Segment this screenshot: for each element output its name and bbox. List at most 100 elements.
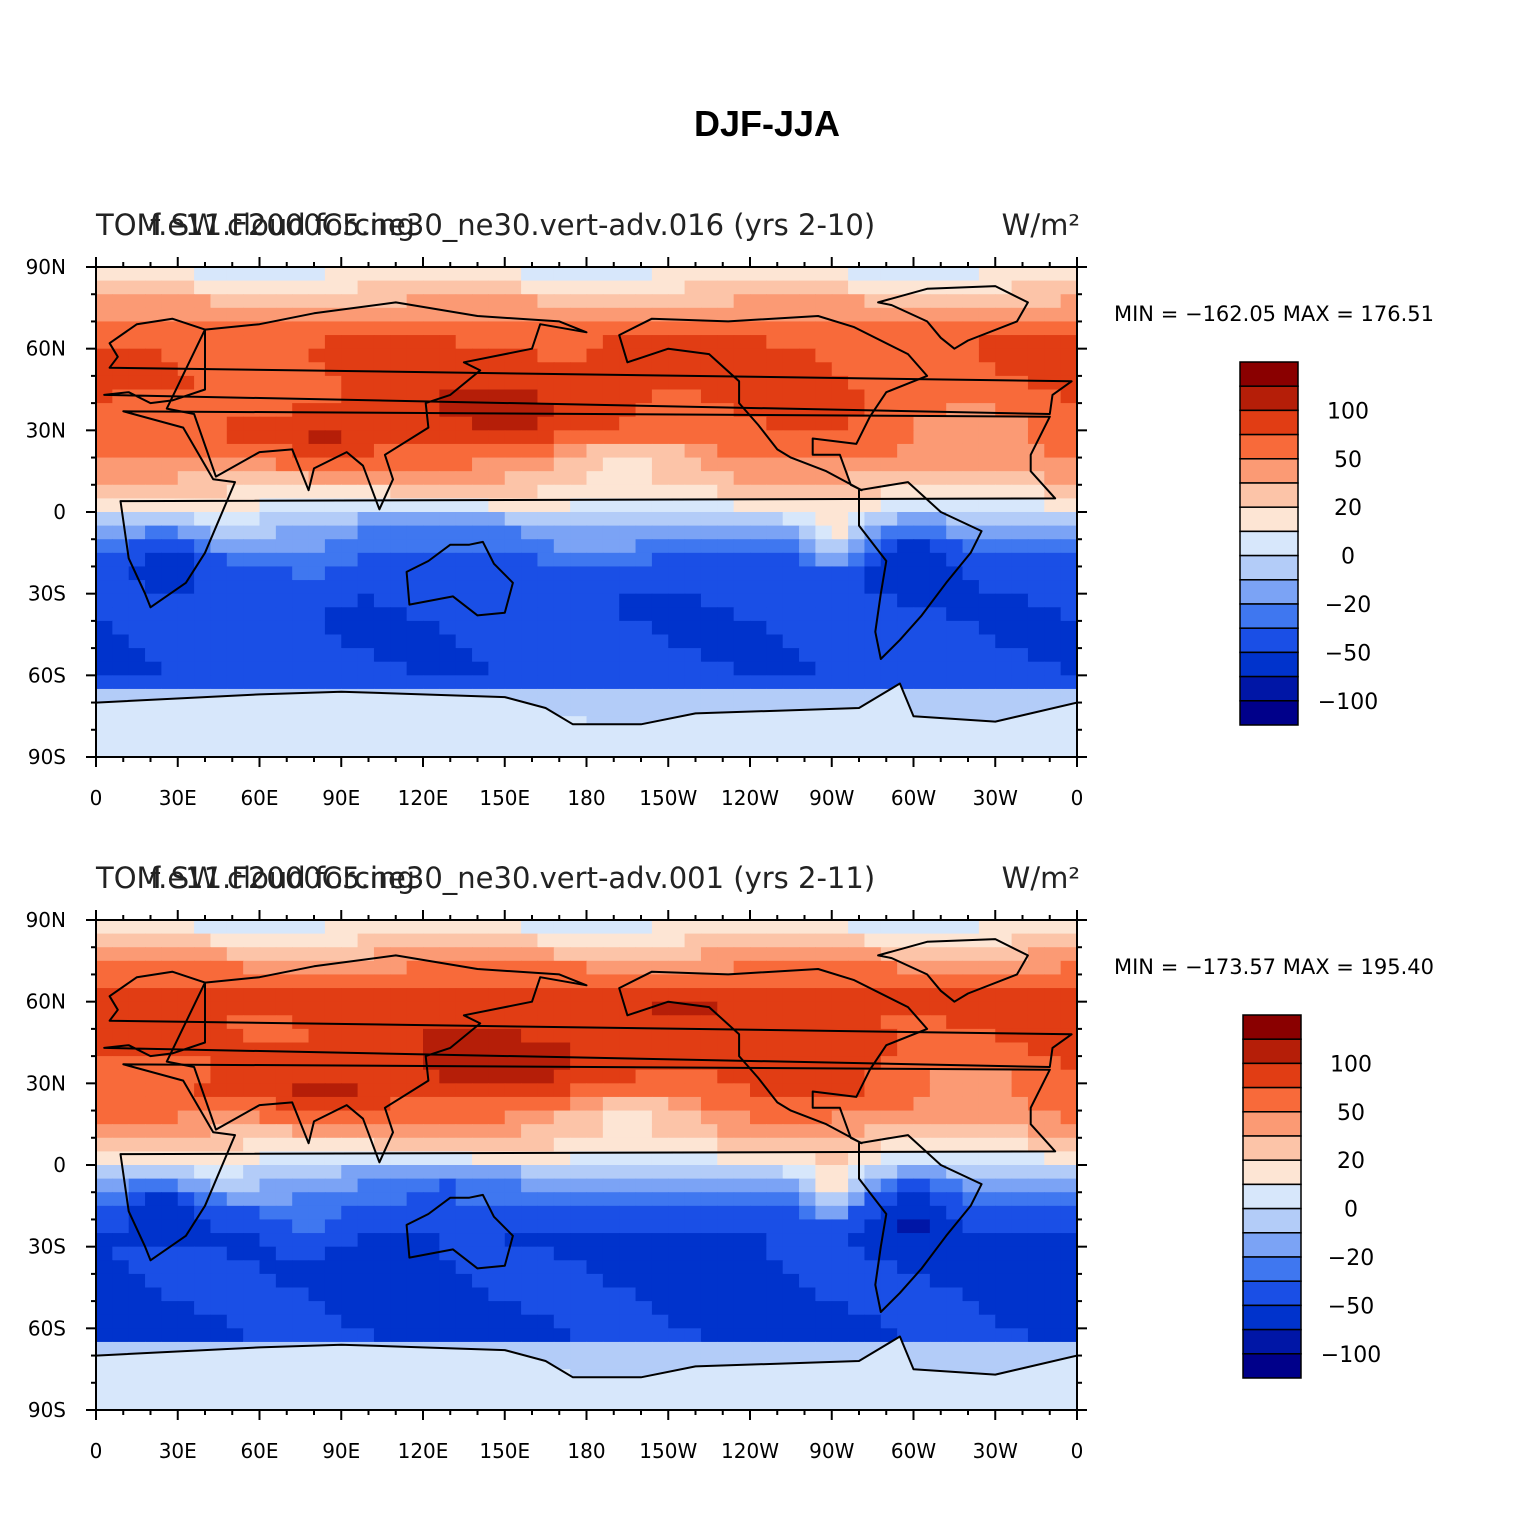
field-cell	[750, 1287, 767, 1302]
field-cell	[897, 1205, 915, 1221]
field-cell	[1027, 1151, 1045, 1166]
field-cell	[570, 389, 588, 404]
field-cell	[96, 1260, 113, 1275]
field-cell	[602, 580, 620, 595]
field-cell	[897, 1137, 915, 1152]
field-cell	[521, 1028, 539, 1044]
field-cell	[750, 1137, 767, 1152]
field-cell	[995, 1178, 1013, 1193]
field-cell	[1044, 552, 1062, 568]
field-cell	[733, 1137, 751, 1152]
field-cell	[308, 675, 326, 690]
field-cell	[700, 1341, 718, 1357]
field-cell	[145, 1287, 162, 1302]
field-cell	[831, 1151, 849, 1166]
field-cell	[929, 457, 947, 472]
field-cell	[782, 348, 800, 363]
field-cell	[243, 947, 261, 962]
field-cell	[651, 267, 669, 282]
field-cell	[324, 1328, 342, 1343]
field-cell	[145, 375, 162, 391]
field-cell	[635, 1192, 653, 1207]
field-cell	[668, 648, 686, 663]
colorbar-box	[1239, 458, 1299, 484]
field-cell	[226, 1069, 244, 1084]
field-cell	[112, 1273, 130, 1289]
field-cell	[553, 1314, 571, 1329]
field-cell	[521, 1151, 539, 1166]
field-cell	[341, 1246, 359, 1261]
field-cell	[586, 1273, 604, 1289]
field-cell	[194, 1273, 212, 1289]
field-cell	[782, 512, 800, 527]
field-cell	[194, 1301, 212, 1316]
field-cell	[275, 1042, 293, 1057]
field-cell	[1027, 1233, 1045, 1248]
field-cell	[946, 471, 964, 486]
field-cell	[913, 688, 931, 704]
field-cell	[570, 416, 588, 431]
field-cell	[488, 988, 506, 1003]
field-cell	[651, 1096, 669, 1112]
field-cell	[995, 512, 1013, 527]
field-cell	[880, 307, 898, 323]
field-cell	[733, 1301, 751, 1316]
field-cell	[537, 675, 555, 690]
field-cell	[946, 1056, 964, 1071]
field-cell	[324, 1260, 342, 1275]
field-cell	[897, 525, 915, 540]
field-cell	[750, 1165, 767, 1180]
field-cell	[161, 1096, 179, 1112]
field-cell	[651, 552, 669, 568]
field-cell	[145, 960, 162, 976]
field-cell	[341, 1178, 359, 1193]
field-cell	[488, 552, 506, 568]
field-cell	[145, 1233, 162, 1248]
field-cell	[962, 607, 980, 622]
field-cell	[472, 1137, 489, 1152]
field-cell	[962, 1355, 980, 1370]
field-cell	[341, 1273, 359, 1289]
field-cell	[177, 960, 195, 976]
field-cell	[504, 1314, 522, 1329]
field-cell	[766, 1178, 784, 1193]
field-cell	[635, 593, 653, 608]
field-cell	[848, 1015, 866, 1030]
field-cell	[766, 1246, 784, 1261]
field-cell	[423, 580, 440, 595]
field-cell	[96, 525, 113, 540]
field-cell	[619, 307, 637, 323]
field-cell	[521, 1219, 539, 1234]
field-cell	[1027, 1069, 1045, 1084]
field-cell	[488, 1205, 506, 1221]
field-cell	[995, 1001, 1013, 1016]
field-cell	[423, 1165, 440, 1180]
field-cell	[521, 1192, 539, 1207]
field-cell	[324, 416, 342, 431]
field-cell	[848, 1001, 866, 1016]
field-cell	[521, 1042, 539, 1057]
field-cell	[537, 498, 555, 513]
field-cell	[112, 280, 130, 295]
field-cell	[831, 484, 849, 499]
field-cell	[635, 648, 653, 663]
field-cell	[848, 566, 866, 581]
field-cell	[406, 484, 424, 499]
field-cell	[423, 947, 440, 962]
field-cell	[324, 375, 342, 391]
field-cell	[946, 1028, 964, 1044]
field-cell	[324, 430, 342, 445]
field-cell	[815, 607, 833, 622]
field-cell	[946, 634, 964, 649]
field-cell	[831, 566, 849, 581]
field-cell	[210, 1028, 228, 1044]
field-cell	[1011, 267, 1029, 282]
field-cell	[602, 648, 620, 663]
field-cell	[815, 1124, 833, 1139]
field-cell	[308, 1260, 326, 1275]
field-cell	[373, 416, 391, 431]
field-cell	[439, 974, 457, 989]
field-cell	[831, 1341, 849, 1357]
field-cell	[308, 1137, 326, 1152]
field-cell	[553, 702, 571, 717]
